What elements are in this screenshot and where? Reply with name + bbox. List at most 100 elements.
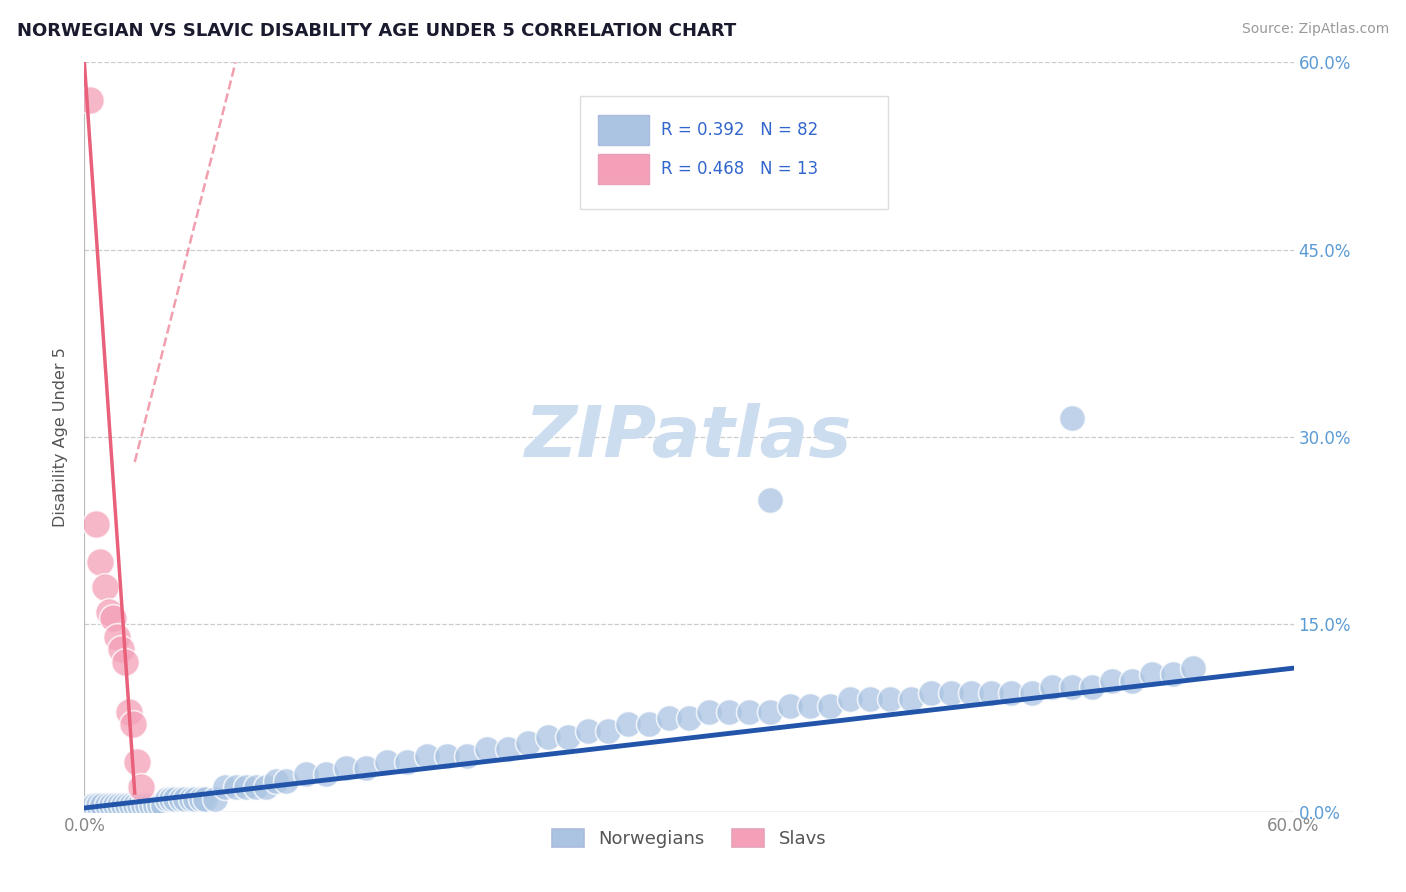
- Point: [818, 698, 841, 713]
- Point: [395, 755, 418, 769]
- Point: [91, 798, 114, 813]
- Point: [1121, 673, 1143, 688]
- Point: [335, 761, 357, 775]
- Point: [204, 792, 226, 806]
- Point: [101, 611, 124, 625]
- Text: Source: ZipAtlas.com: Source: ZipAtlas.com: [1241, 22, 1389, 37]
- Point: [839, 692, 862, 706]
- Point: [1021, 686, 1043, 700]
- Point: [718, 705, 741, 719]
- Point: [1060, 411, 1083, 425]
- Point: [125, 755, 148, 769]
- Point: [779, 698, 801, 713]
- Point: [194, 792, 217, 806]
- Point: [617, 717, 640, 731]
- Point: [160, 792, 183, 806]
- Point: [245, 780, 267, 794]
- Point: [1000, 686, 1022, 700]
- Point: [576, 723, 599, 738]
- Point: [118, 705, 141, 719]
- Point: [96, 798, 118, 813]
- Point: [139, 798, 162, 813]
- Point: [86, 517, 108, 532]
- Point: [356, 761, 378, 775]
- Point: [121, 717, 143, 731]
- Point: [920, 686, 942, 700]
- Point: [456, 748, 478, 763]
- Point: [129, 780, 152, 794]
- Text: R = 0.468   N = 13: R = 0.468 N = 13: [661, 160, 818, 178]
- FancyBboxPatch shape: [581, 96, 889, 209]
- Point: [678, 711, 700, 725]
- Point: [477, 742, 499, 756]
- Point: [190, 792, 212, 806]
- Point: [180, 792, 202, 806]
- Point: [879, 692, 901, 706]
- Point: [658, 711, 681, 725]
- Point: [758, 705, 780, 719]
- Point: [79, 93, 101, 107]
- Point: [758, 492, 780, 507]
- Point: [225, 780, 247, 794]
- Point: [637, 717, 659, 731]
- Point: [235, 780, 257, 794]
- Point: [375, 755, 398, 769]
- Point: [87, 798, 110, 813]
- Point: [939, 686, 962, 700]
- Point: [184, 792, 207, 806]
- Point: [174, 792, 197, 806]
- Point: [97, 605, 120, 619]
- Point: [214, 780, 236, 794]
- Point: [124, 798, 146, 813]
- Point: [1161, 667, 1184, 681]
- Point: [900, 692, 922, 706]
- Point: [557, 730, 579, 744]
- Point: [1081, 680, 1104, 694]
- Point: [128, 798, 150, 813]
- Point: [100, 798, 122, 813]
- Point: [859, 692, 882, 706]
- Point: [436, 748, 458, 763]
- Point: [111, 798, 134, 813]
- Text: R = 0.392   N = 82: R = 0.392 N = 82: [661, 121, 818, 139]
- Point: [1181, 661, 1204, 675]
- Point: [598, 723, 620, 738]
- Point: [132, 798, 155, 813]
- Point: [83, 798, 105, 813]
- Point: [115, 798, 138, 813]
- Y-axis label: Disability Age Under 5: Disability Age Under 5: [53, 347, 69, 527]
- Point: [738, 705, 761, 719]
- Point: [516, 736, 538, 750]
- Point: [960, 686, 983, 700]
- Point: [120, 798, 142, 813]
- Point: [1060, 680, 1083, 694]
- Point: [148, 798, 170, 813]
- Text: NORWEGIAN VS SLAVIC DISABILITY AGE UNDER 5 CORRELATION CHART: NORWEGIAN VS SLAVIC DISABILITY AGE UNDER…: [17, 22, 737, 40]
- Point: [315, 767, 337, 781]
- Point: [799, 698, 821, 713]
- Point: [107, 798, 129, 813]
- FancyBboxPatch shape: [599, 153, 650, 184]
- Point: [105, 630, 128, 644]
- Point: [537, 730, 560, 744]
- Point: [114, 655, 136, 669]
- Point: [1101, 673, 1123, 688]
- Point: [1040, 680, 1063, 694]
- Point: [496, 742, 519, 756]
- Point: [104, 798, 127, 813]
- Point: [254, 780, 277, 794]
- Point: [264, 773, 287, 788]
- Point: [1142, 667, 1164, 681]
- FancyBboxPatch shape: [599, 115, 650, 145]
- Point: [416, 748, 439, 763]
- Text: ZIPatlas: ZIPatlas: [526, 402, 852, 472]
- Point: [165, 792, 187, 806]
- Point: [152, 798, 174, 813]
- Point: [274, 773, 297, 788]
- Point: [156, 792, 179, 806]
- Legend: Norwegians, Slavs: Norwegians, Slavs: [544, 822, 834, 855]
- Point: [143, 798, 166, 813]
- Point: [110, 642, 132, 657]
- Point: [980, 686, 1002, 700]
- Point: [170, 792, 193, 806]
